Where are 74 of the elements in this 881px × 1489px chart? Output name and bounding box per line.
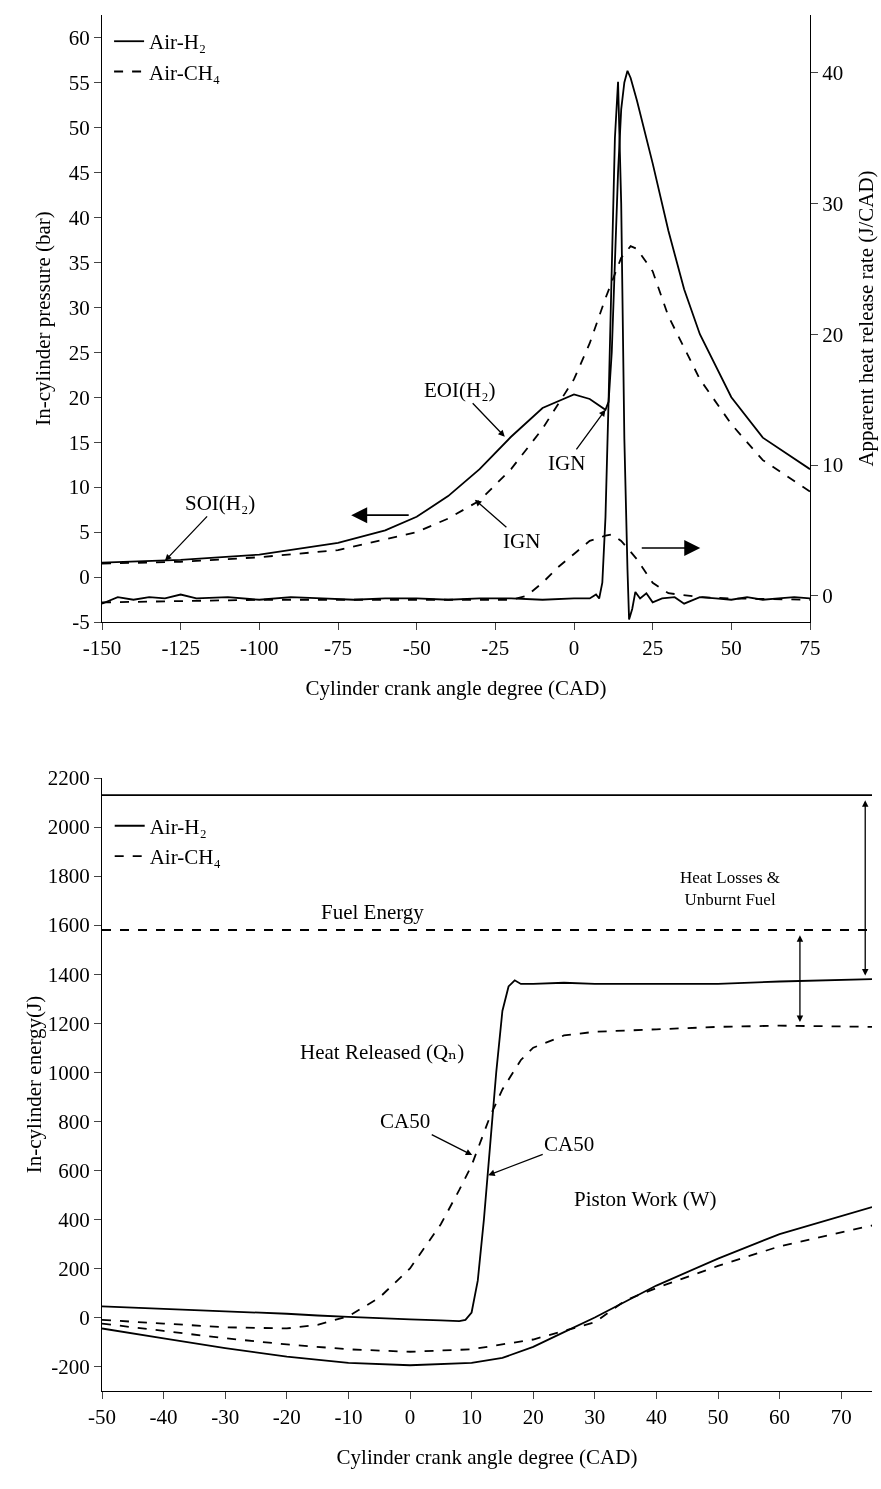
x-tick-label: -75 [324,636,352,661]
x-tick-label: 40 [645,1405,667,1430]
x-axis-title: Cylinder crank angle degree (CAD) [336,1445,638,1470]
y-tick-label: 55 [68,70,90,95]
y-tick-label: 45 [68,160,90,185]
legend-label: Air-H₂ [149,30,207,55]
annotation: Heat Losses & Unburnt Fuel [680,868,781,910]
x-tick-label: 0 [404,1405,416,1430]
x-tick-label: 0 [568,636,580,661]
y-tick-label: 800 [58,1109,90,1134]
x-tick-label: -10 [334,1405,363,1430]
y-tick-label: 60 [68,25,90,50]
y-tick-label: 15 [68,430,90,455]
x-tick-label: -150 [82,636,122,661]
y-tick-label: 40 [68,205,90,230]
y-tick-label: 2200 [47,766,90,791]
x-tick-label: -50 [402,636,431,661]
y-axis-title: In-cylinder energy(J) [21,995,46,1174]
y-tick-label: 0 [79,565,90,590]
x-tick-label: -20 [272,1405,301,1430]
x-tick-label: -40 [149,1405,178,1430]
y-tick-label: 1200 [47,1011,90,1036]
x-tick-label: 50 [707,1405,729,1430]
legend-label: Air-CH₄ [149,60,221,85]
y-tick-label: 1800 [47,864,90,889]
annotation: Piston Work (W) [574,1187,717,1211]
y-tick-label: 35 [68,250,90,275]
y-tick-label: 1600 [47,913,90,938]
annotation: Heat Released (Qₙ) [300,1040,465,1064]
y-tick-label: 20 [68,385,90,410]
annotation: Fuel Energy [321,900,425,924]
annotation: IGN [503,529,541,553]
annotation: IGN [548,451,586,475]
y-tick-label: 25 [68,340,90,365]
y-tick-label: 600 [58,1158,90,1183]
y2-tick-label: 20 [822,322,844,347]
x-tick-label: 30 [584,1405,606,1430]
y-tick-label: -5 [72,610,90,635]
y2-tick-label: 30 [822,191,844,216]
y2-tick-label: 10 [822,453,844,478]
y-tick-label: 50 [68,115,90,140]
y2-tick-label: 0 [822,584,833,609]
x-tick-label: -125 [161,636,200,661]
x-tick-label: -100 [240,636,279,661]
y-tick-label: 200 [58,1256,90,1281]
legend-label: Air-CH₄ [149,845,221,870]
y-tick-label: 1000 [47,1060,90,1085]
y2-axis-title: Apparent heat release rate (J/CAD) [853,170,878,467]
annotation: EOI(H₂) [424,378,496,402]
legend-label: Air-H₂ [149,814,207,839]
annotation: CA50 [380,1109,431,1133]
y-tick-label: 1400 [47,962,90,987]
y-tick-label: 2000 [47,815,90,840]
y-tick-label: 5 [79,520,90,545]
y-tick-label: -200 [51,1354,90,1379]
y-tick-label: 30 [68,295,90,320]
y2-tick-label: 40 [822,60,844,85]
x-tick-label: -30 [211,1405,240,1430]
x-tick-label: 25 [642,636,664,661]
x-tick-label: 60 [769,1405,791,1430]
x-tick-label: 20 [522,1405,544,1430]
annotation: SOI(H₂) [185,491,256,515]
y-tick-label: 0 [79,1305,90,1330]
x-axis-title: Cylinder crank angle degree (CAD) [305,676,607,701]
y-axis-title: In-cylinder pressure (bar) [30,211,55,426]
x-tick-label: 70 [830,1405,852,1430]
x-tick-label: 10 [461,1405,483,1430]
x-tick-label: -50 [88,1405,116,1430]
y-tick-label: 400 [58,1207,90,1232]
x-tick-label: 75 [799,636,821,661]
y-tick-label: 10 [68,475,90,500]
annotation: CA50 [544,1132,595,1156]
x-tick-label: -25 [481,636,510,661]
x-tick-label: 50 [720,636,742,661]
